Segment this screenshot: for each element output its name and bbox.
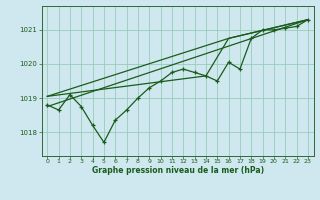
X-axis label: Graphe pression niveau de la mer (hPa): Graphe pression niveau de la mer (hPa): [92, 166, 264, 175]
